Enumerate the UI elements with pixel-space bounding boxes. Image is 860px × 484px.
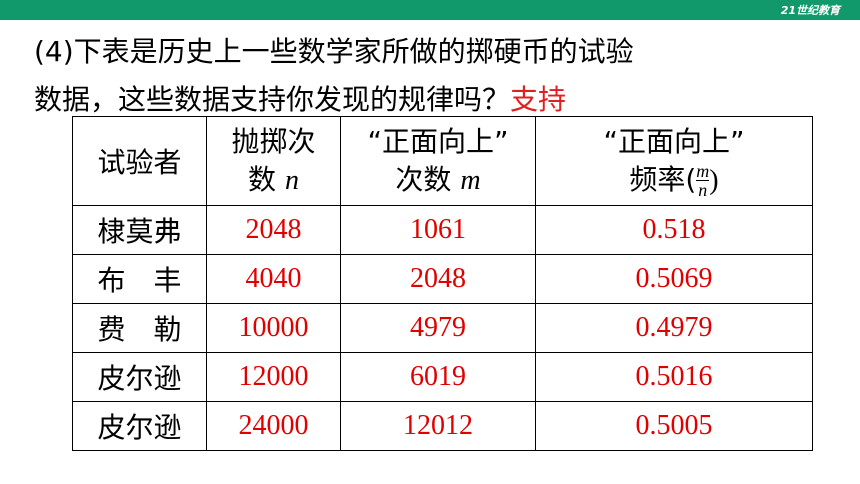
name-cell: 皮尔逊 <box>72 401 207 451</box>
variable: n <box>284 164 299 196</box>
number-cell: 0.5069 <box>535 254 813 304</box>
name-cell: 皮尔逊 <box>72 352 207 402</box>
header-text: 试验者 <box>97 146 182 179</box>
header-text: 数 <box>248 162 277 196</box>
header-text: “正面向上” <box>367 124 509 158</box>
header-cell: “正面向上” 次数 m <box>340 116 536 206</box>
denominator: n <box>696 180 710 200</box>
data-row: 皮尔逊 24000 12012 0.5005 <box>72 401 813 451</box>
number-cell: 2048 <box>206 205 341 255</box>
header-text: 频率( <box>629 162 697 196</box>
data-table: 试验者 抛掷次数 n “正面向上” 次数 m “正面向上” 频率(m n) 棣莫弗 20… <box>72 116 813 451</box>
number-cell: 0.5016 <box>535 352 813 402</box>
number-cell: 12000 <box>206 352 341 402</box>
header-cell: 抛掷次数 n <box>206 116 341 206</box>
data-row: 布 丰 4040 2048 0.5069 <box>72 254 813 304</box>
header-text: 次数 <box>395 162 452 196</box>
header-row: 试验者 抛掷次数 n “正面向上” 次数 m “正面向上” 频率(m n) <box>72 116 813 206</box>
variable: m <box>460 164 481 196</box>
number-cell: 0.5005 <box>535 401 813 451</box>
number-cell: 1061 <box>340 205 536 255</box>
number-cell: 4979 <box>340 303 536 353</box>
number-cell: 0.518 <box>535 205 813 255</box>
number-cell: 2048 <box>340 254 536 304</box>
numerator: m <box>696 161 710 181</box>
number-cell: 6019 <box>340 352 536 402</box>
top-bar: 21世纪教育 <box>0 0 860 20</box>
number-cell: 10000 <box>206 303 341 353</box>
header-text: 抛掷次 <box>231 124 316 158</box>
question-line: (4)下表是历史上一些数学家所做的掷硬币的试验 <box>34 35 634 68</box>
number-cell: 0.4979 <box>535 303 813 353</box>
answer: 支持 <box>510 83 567 116</box>
name-cell: 费 勒 <box>72 303 207 353</box>
question-text: 数据，这些数据支持你发现的规律吗？ <box>34 83 511 116</box>
number-cell: 12012 <box>340 401 536 451</box>
number-cell: 24000 <box>206 401 341 451</box>
question-line: 数据，这些数据支持你发现的规律吗？支持 <box>34 78 566 118</box>
header-text: “正面向上” <box>603 124 745 158</box>
number-cell: 4040 <box>206 254 341 304</box>
header-text: ) <box>709 164 719 196</box>
data-row: 费 勒 10000 4979 0.4979 <box>72 303 813 353</box>
header-cell: “正面向上” 频率(m n) <box>535 116 813 206</box>
data-row: 棣莫弗 2048 1061 0.518 <box>72 205 813 255</box>
header-cell: 试验者 <box>72 116 207 206</box>
logo: 21世纪教育 <box>780 4 840 17</box>
name-cell: 布 丰 <box>72 254 207 304</box>
data-row: 皮尔逊 12000 6019 0.5016 <box>72 352 813 402</box>
name-cell: 棣莫弗 <box>72 205 207 255</box>
